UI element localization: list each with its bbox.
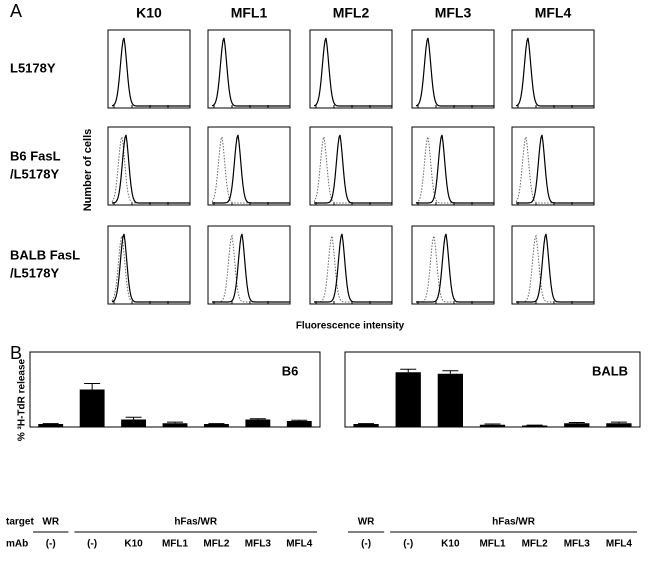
y-axis-label: % ³H-TdR release: [17, 358, 28, 441]
histogram-frame: [107, 225, 191, 305]
column-header: MFL3: [435, 5, 472, 21]
histogram-frame: [411, 29, 495, 109]
stain-curve: [212, 134, 290, 204]
row-label: L5178Y: [10, 60, 56, 75]
stain-curve: [515, 37, 594, 107]
histogram-frame: [511, 126, 595, 206]
stain-curve: [111, 37, 190, 107]
histogram-frame: [511, 29, 595, 109]
control-curve: [516, 234, 594, 303]
bar: [204, 424, 229, 427]
histogram-frame: [411, 126, 495, 206]
control-curve: [415, 135, 494, 204]
x-tick-label: MFL4: [606, 539, 633, 550]
plot-frame: [29, 351, 321, 428]
x-tick-label: MFL1: [162, 539, 189, 550]
group-label: WR: [358, 517, 375, 528]
panel-letter: B: [10, 343, 22, 363]
row-label: /L5178Y: [10, 265, 59, 280]
x-tick-label: MFL4: [286, 539, 313, 550]
x-tick-label: MFL3: [564, 539, 591, 550]
column-header: MFL2: [333, 5, 370, 21]
y-axis-label: Number of cells: [82, 129, 94, 212]
bar: [522, 425, 548, 427]
column-header: MFL1: [231, 5, 268, 21]
column-header: MFL4: [535, 5, 572, 21]
row-label: /L5178Y: [10, 166, 59, 181]
histogram-frame: [107, 126, 191, 206]
stain-curve: [314, 134, 392, 204]
bar: [606, 423, 632, 427]
bar: [395, 372, 421, 427]
row-label: BALB FasL: [10, 247, 80, 262]
stain-curve: [211, 37, 290, 107]
x-tick-label: MFL1: [479, 539, 506, 550]
bar: [162, 423, 188, 427]
stain-curve: [313, 37, 392, 107]
bar: [286, 421, 312, 427]
x-tick-label: K10: [441, 539, 460, 550]
bar: [479, 424, 506, 427]
bar: [79, 389, 105, 427]
control-curve: [515, 135, 594, 204]
stain-curve: [516, 134, 594, 204]
x-tick-label: MFL2: [522, 539, 549, 550]
histogram-frame: [511, 225, 595, 305]
control-curve: [212, 234, 290, 303]
x-tick-label: (-): [403, 539, 413, 550]
histogram-frame: [309, 225, 393, 305]
bar: [437, 373, 463, 427]
histogram-frame: [207, 29, 291, 109]
stain-curve: [416, 233, 494, 303]
stain-curve: [111, 233, 190, 303]
stain-curve: [516, 233, 594, 303]
stain-curve: [415, 37, 494, 107]
chart-title: B6: [282, 363, 299, 378]
histogram-frame: [107, 29, 191, 109]
control-curve: [111, 234, 190, 303]
x-tick-label: MFL2: [203, 539, 230, 550]
x-axis-label: Fluorescence intensity: [296, 321, 405, 332]
stain-curve: [212, 233, 290, 303]
row-label: mAb: [6, 539, 28, 550]
histogram-frame: [309, 126, 393, 206]
control-curve: [314, 234, 392, 303]
chart-title: BALB: [592, 363, 628, 378]
row-label: target: [6, 517, 34, 528]
stain-curve: [111, 134, 190, 204]
x-tick-label: (-): [46, 539, 56, 550]
bar: [353, 424, 379, 427]
control-curve: [313, 135, 392, 204]
bar: [38, 424, 64, 427]
group-label: WR: [42, 517, 59, 528]
stain-curve: [314, 233, 392, 303]
control-curve: [211, 135, 290, 204]
histogram-frame: [309, 29, 393, 109]
row-label: B6 FasL: [10, 148, 61, 163]
histogram-frame: [207, 225, 291, 305]
bar: [564, 423, 590, 427]
x-tick-label: (-): [87, 539, 97, 550]
control-curve: [416, 234, 494, 303]
histogram-frame: [411, 225, 495, 305]
x-tick-label: MFL3: [245, 539, 272, 550]
stain-curve: [416, 134, 494, 204]
group-label: hFas/WR: [492, 517, 536, 528]
column-header: K10: [136, 5, 162, 21]
panel-letter: A: [10, 1, 22, 21]
bar: [245, 419, 271, 427]
x-tick-label: K10: [124, 539, 143, 550]
x-tick-label: (-): [361, 539, 371, 550]
histogram-frame: [207, 126, 291, 206]
bar: [121, 419, 146, 427]
group-label: hFas/WR: [174, 517, 218, 528]
